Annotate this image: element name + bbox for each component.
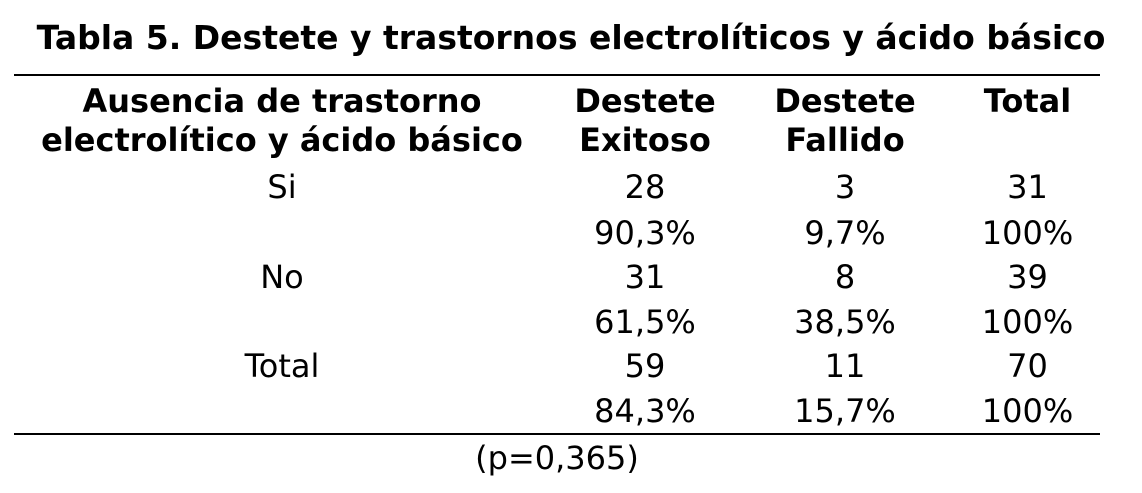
cell-total-fallido-pct: 15,7% — [794, 392, 896, 430]
header-fallido-line-1: Destete — [774, 82, 916, 120]
cell-si-fallido-count: 3 — [834, 168, 856, 206]
cell-si-total-pct: 100% — [981, 214, 1074, 252]
cell-total-total-count: 70 — [1007, 347, 1048, 385]
cell-total-exitoso-count: 59 — [624, 347, 666, 385]
row-label-si: Si — [267, 168, 297, 206]
table-title: Tabla 5. Destete y trastornos electrolít… — [36, 18, 1106, 57]
bottom-rule — [14, 433, 1100, 435]
cell-no-exitoso-pct: 61,5% — [594, 303, 696, 341]
header-ausencia-line-1: Ausencia de trastorno — [82, 82, 482, 120]
header-destete-fallido: Destete Fallido — [745, 82, 945, 160]
header-total-line-1: Total — [983, 82, 1072, 120]
header-exitoso-line-1: Destete — [574, 82, 716, 120]
header-total: Total — [955, 82, 1100, 121]
cell-si-exitoso-pct: 90,3% — [594, 214, 696, 252]
cell-no-total-pct: 100% — [981, 303, 1074, 341]
row-label-no: No — [260, 258, 304, 296]
cell-total-total-pct: 100% — [981, 392, 1074, 430]
cell-no-fallido-count: 8 — [834, 258, 856, 296]
header-destete-exitoso: Destete Exitoso — [550, 82, 740, 160]
p-value-note: (p=0,365) — [475, 439, 639, 477]
header-ausencia-line-2: electrolítico y ácido básico — [41, 121, 523, 159]
row-label-total: Total — [244, 347, 320, 385]
cell-si-total-count: 31 — [1007, 168, 1048, 206]
header-ausencia: Ausencia de trastorno electrolítico y ác… — [14, 82, 550, 160]
header-exitoso-line-2: Exitoso — [579, 121, 711, 159]
header-fallido-line-2: Fallido — [785, 121, 905, 159]
cell-no-exitoso-count: 31 — [624, 258, 666, 296]
cell-total-fallido-count: 11 — [824, 347, 866, 385]
cell-no-total-count: 39 — [1007, 258, 1048, 296]
cell-no-fallido-pct: 38,5% — [794, 303, 896, 341]
top-rule — [14, 74, 1100, 76]
cell-si-fallido-pct: 9,7% — [804, 214, 886, 252]
cell-total-exitoso-pct: 84,3% — [594, 392, 696, 430]
cell-si-exitoso-count: 28 — [624, 168, 666, 206]
